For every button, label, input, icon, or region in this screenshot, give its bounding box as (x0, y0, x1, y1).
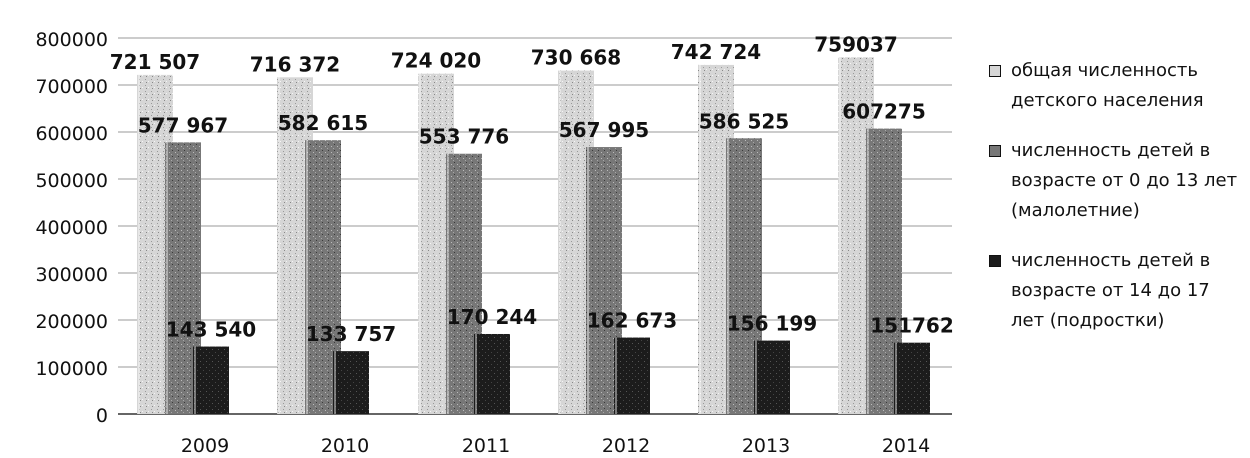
x-tick-label: 2013 (742, 435, 790, 457)
legend-item-total: общая численность детского населения (985, 56, 1247, 116)
data-label: 133 757 (306, 322, 396, 346)
x-tick-label: 2014 (882, 435, 930, 457)
bar (193, 346, 229, 414)
bar (894, 342, 930, 414)
legend: общая численность детского населения чис… (985, 56, 1247, 356)
data-label: 170 244 (447, 305, 537, 329)
bar (333, 351, 369, 414)
data-labels: 721 507 577 967 143 540 716 372 582 615 133 7… (110, 32, 954, 346)
grid (118, 37, 952, 368)
bar (474, 333, 510, 414)
y-tick-label: 500000 (35, 170, 108, 192)
y-tick-label: 100000 (35, 358, 108, 380)
bars (137, 57, 930, 415)
legend-label-teen: численность детей в возрасте от 14 до 17… (1011, 250, 1211, 331)
data-label: 553 776 (419, 125, 509, 149)
legend-swatch-young (989, 145, 1001, 157)
data-label: 759037 (814, 32, 898, 56)
legend-label-young: численность детей в возрасте от 0 до 13 … (1011, 140, 1238, 221)
y-tick-label: 700000 (35, 76, 108, 98)
data-label: 143 540 (166, 318, 256, 342)
data-label: 716 372 (250, 52, 340, 76)
data-label: 586 525 (699, 109, 789, 133)
data-label: 567 995 (559, 118, 649, 142)
data-label: 730 668 (531, 46, 621, 70)
bar (614, 337, 650, 414)
y-tick-label: 0 (96, 405, 108, 427)
y-tick-label: 400000 (35, 217, 108, 239)
data-label: 721 507 (110, 50, 200, 74)
data-label: 724 020 (391, 49, 481, 73)
data-label: 582 615 (278, 111, 368, 135)
y-tick-label: 300000 (35, 264, 108, 286)
data-label: 577 967 (138, 113, 228, 137)
bar (754, 340, 790, 414)
legend-swatch-teen (989, 255, 1001, 267)
legend-swatch-total (989, 65, 1001, 77)
legend-item-young: численность детей в возрасте от 0 до 13 … (985, 136, 1247, 226)
y-tick-label: 200000 (35, 311, 108, 333)
data-label: 607275 (842, 100, 926, 124)
axes: 0 100000 200000 300000 400000 500000 600000 700… (35, 29, 952, 457)
x-tick-label: 2012 (602, 435, 650, 457)
legend-label-total: общая численность детского населения (1011, 60, 1204, 111)
x-tick-label: 2009 (181, 435, 229, 457)
y-tick-label: 800000 (35, 29, 108, 51)
x-tick-label: 2010 (321, 435, 369, 457)
data-label: 162 673 (587, 309, 677, 333)
x-tick-label: 2011 (462, 435, 510, 457)
data-label: 156 199 (727, 312, 817, 336)
y-tick-label: 600000 (35, 123, 108, 145)
data-label: 742 724 (671, 40, 761, 64)
data-label: 151762 (870, 314, 954, 338)
legend-item-teen: численность детей в возрасте от 14 до 17… (985, 246, 1247, 336)
